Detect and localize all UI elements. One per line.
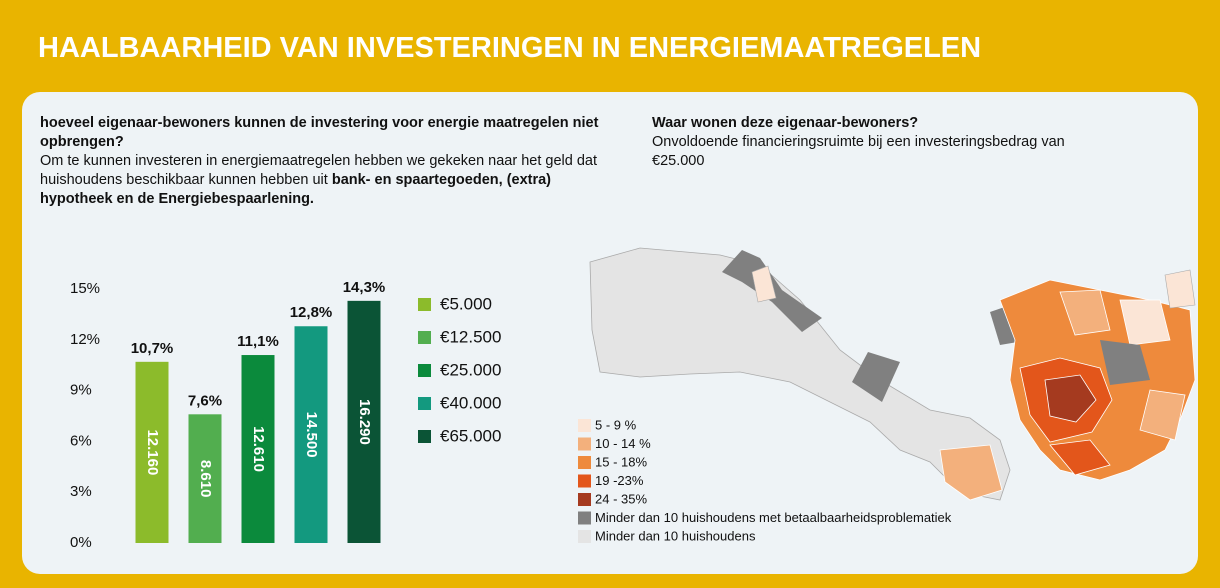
y-tick-label: 6% [70,432,92,449]
map-legend-swatch [578,456,591,469]
left-heading: hoeveel eigenaar-bewoners kunnen de inve… [40,115,599,150]
map-legend-swatch [578,511,591,525]
value-label: 14,3% [343,279,386,296]
map-legend-label: 19 -23% [595,473,644,488]
right-text: Waar wonen deze eigenaar-bewoners? Onvol… [652,114,1072,171]
title: HAALBAARHEID VAN INVESTERINGEN IN ENERGI… [38,32,982,64]
bar [347,300,381,543]
right-body: Onvoldoende financieringsruimte bij een … [652,134,1065,169]
y-tick-label: 15% [70,280,100,297]
count-label: 14.500 [303,412,320,458]
value-label: 12,8% [290,304,333,321]
legend-swatch [418,298,431,311]
y-tick-label: 9% [70,382,92,399]
map-legend-swatch [578,493,591,506]
map-legend-label: Minder dan 10 huishoudens met betaalbaar… [595,510,952,525]
map-legend-label: 5 - 9 % [595,417,637,432]
bar [241,355,275,543]
map-legend-label: 10 - 14 % [595,436,651,451]
map-legend-swatch [578,437,591,451]
map-legend-label: 24 - 35% [595,491,647,506]
value-label: 7,6% [188,392,222,409]
y-tick-label: 0% [70,534,92,551]
legend-label: €12.500 [440,327,501,346]
count-label: 8.610 [197,460,214,498]
legend-label: €25.000 [440,360,501,379]
legend-swatch [418,364,431,377]
value-label: 11,1% [237,333,279,350]
map [589,247,1196,501]
legend-label: €5.000 [440,294,492,313]
map-legend-swatch [578,530,591,543]
legend-label: €65.000 [440,426,501,445]
count-label: 16.290 [356,399,373,445]
y-tick-label: 3% [70,483,92,500]
bar [294,326,328,543]
map-legend-swatch [578,474,591,488]
right-heading: Waar wonen deze eigenaar-bewoners? [652,115,919,131]
map-legend-swatch [578,419,591,432]
value-label: 10,7% [131,340,174,357]
left-body-bold: bank- en spaartegoeden, (extra) hypothee… [40,172,552,207]
legend-label: €40.000 [440,393,501,412]
bar [135,361,169,543]
legend-swatch [418,331,431,344]
legend-swatch [418,397,431,410]
count-label: 12.160 [144,429,161,475]
left-text: hoeveel eigenaar-bewoners kunnen de inve… [40,114,610,209]
left-body: Om te kunnen investeren in energiemaatre… [40,153,598,188]
count-label: 12.610 [250,426,267,472]
map-legend-label: 15 - 18% [595,454,647,469]
map-legend-label: Minder dan 10 huishoudens [595,528,756,543]
bar [188,414,222,543]
y-tick-label: 12% [70,331,100,348]
legend-swatch [418,430,431,443]
